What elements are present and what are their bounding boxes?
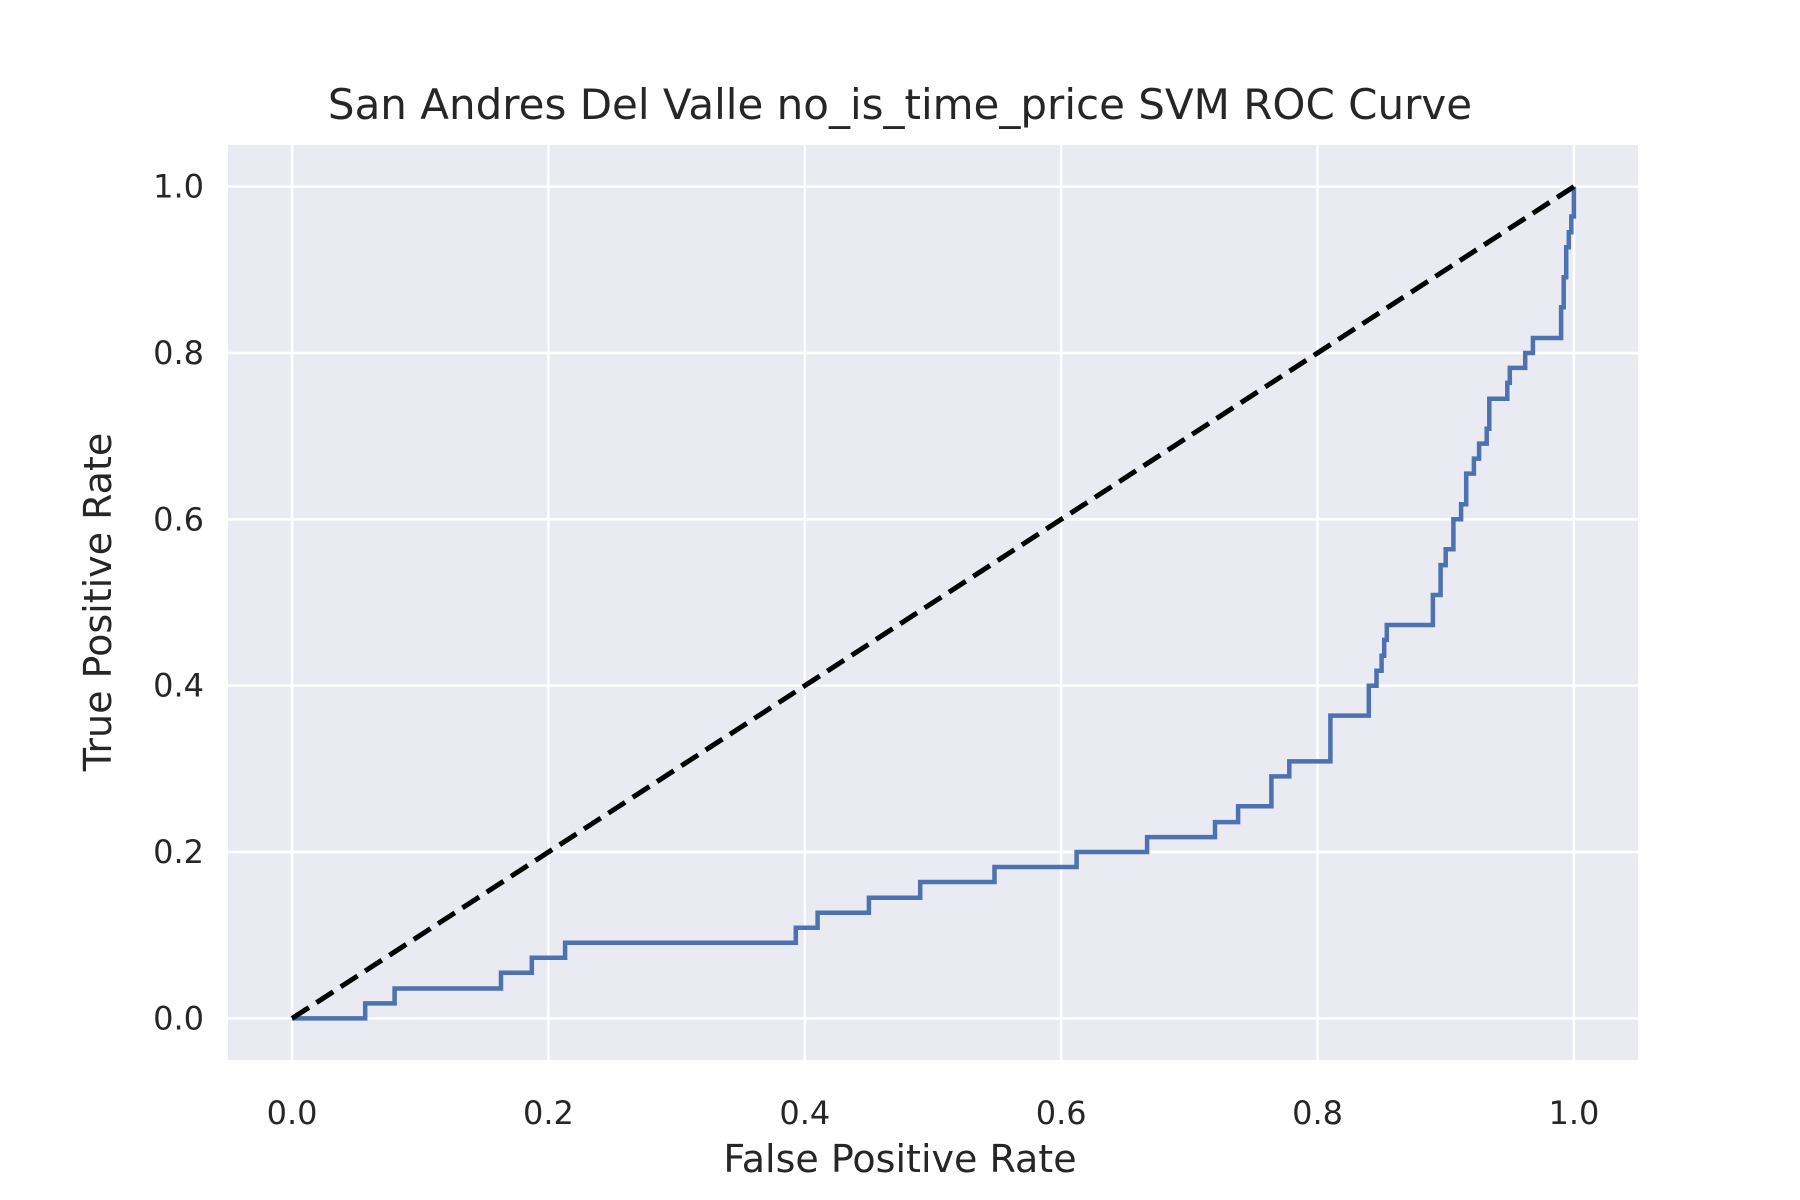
y-tick-label: 0.0 [153, 999, 204, 1037]
y-tick-label: 0.4 [153, 667, 204, 705]
x-tick-label: 0.2 [523, 1094, 574, 1132]
x-tick-label: 0.4 [779, 1094, 830, 1132]
tick-labels: 0.0 0.2 0.4 0.6 0.8 1.0 0.0 0.2 0.4 0.6 0.8 1.0 [153, 168, 1599, 1132]
x-tick-label: 0.8 [1292, 1094, 1343, 1132]
chart-title: San Andres Del Valle no_is_time_price SV… [327, 80, 1473, 129]
y-tick-label: 0.2 [153, 833, 204, 871]
x-axis-label: False Positive Rate [723, 1137, 1077, 1181]
y-tick-label: 0.8 [153, 334, 204, 372]
series-layer [290, 184, 1577, 1021]
x-tick-label: 0.0 [267, 1094, 318, 1132]
x-tick-label: 0.6 [1036, 1094, 1087, 1132]
x-tick-label: 1.0 [1548, 1094, 1599, 1132]
chance-diagonal-line [290, 184, 1576, 1021]
y-tick-label: 0.6 [153, 500, 204, 538]
grid [228, 145, 1638, 1060]
y-tick-label: 1.0 [153, 168, 204, 206]
roc-curve-line [292, 186, 1577, 1021]
